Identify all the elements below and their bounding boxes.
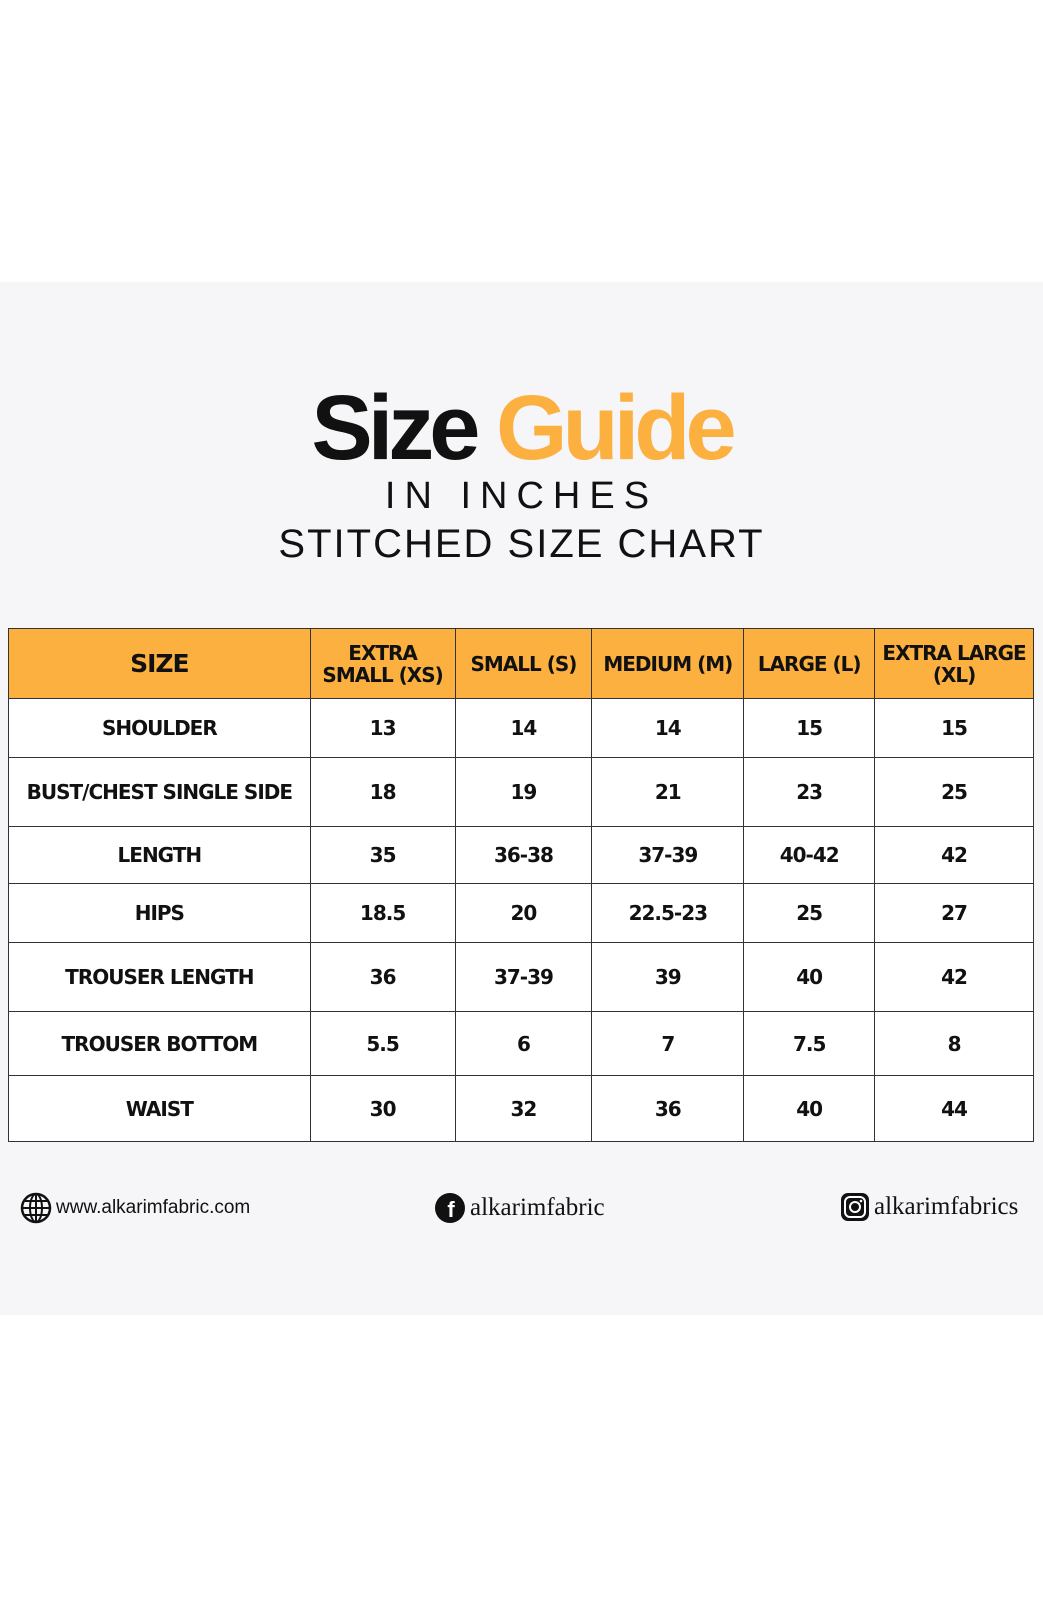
- page-title: Size Guide: [0, 378, 1043, 478]
- table-cell: 20: [454, 883, 593, 943]
- facebook-icon: f: [435, 1193, 465, 1223]
- table-cell: 18.5: [309, 883, 456, 943]
- table-cell: 25: [874, 757, 1034, 827]
- column-header: MEDIUM (M): [591, 628, 745, 699]
- table-cell: 35: [309, 826, 456, 884]
- footer: www.alkarimfabric.com f alkarimfabric al…: [0, 1192, 1043, 1232]
- table-cell: 7.5: [743, 1011, 876, 1076]
- row-label: TROUSER BOTTOM: [8, 1011, 311, 1076]
- column-header: EXTRA LARGE (XL): [874, 628, 1034, 699]
- table-cell: 15: [743, 698, 876, 758]
- table-cell: 8: [874, 1011, 1034, 1076]
- table-cell: 42: [874, 826, 1034, 884]
- table-row: HIPS 18.5 20 22.5-23 25 27: [8, 883, 1034, 943]
- table-cell: 40: [743, 942, 876, 1012]
- row-label: TROUSER LENGTH: [8, 942, 311, 1012]
- table-cell: 19: [454, 757, 593, 827]
- table-row: WAIST 30 32 36 40 44: [8, 1075, 1034, 1142]
- table-cell: 22.5-23: [591, 883, 745, 943]
- column-header: SMALL (S): [454, 628, 593, 699]
- table-cell: 5.5: [309, 1011, 456, 1076]
- table-cell: 6: [454, 1011, 593, 1076]
- size-table: SIZE EXTRA SMALL (XS) SMALL (S) MEDIUM (M) L…: [8, 628, 1034, 1142]
- table-cell: 27: [874, 883, 1034, 943]
- table-cell: 39: [591, 942, 745, 1012]
- table-row: BUST/CHEST SINGLE SIDE 18 19 21 23 25: [8, 757, 1034, 827]
- table-cell: 37-39: [591, 826, 745, 884]
- title-size: Size: [311, 377, 480, 479]
- table-row: SHOULDER 13 14 14 15 15: [8, 698, 1034, 758]
- instagram-icon: [841, 1193, 869, 1221]
- row-label: BUST/CHEST SINGLE SIDE: [8, 757, 311, 827]
- table-cell: 21: [591, 757, 745, 827]
- website-link[interactable]: www.alkarimfabric.com: [20, 1192, 250, 1224]
- column-header: EXTRA SMALL (XS): [309, 628, 456, 699]
- row-label: LENGTH: [8, 826, 311, 884]
- subtitle-units: IN INCHES: [384, 475, 659, 517]
- instagram-link[interactable]: alkarimfabrics: [840, 1192, 1018, 1222]
- title-guide: Guide: [495, 377, 737, 479]
- table-cell: 13: [309, 698, 456, 758]
- table-cell: 23: [743, 757, 876, 827]
- instagram-text: alkarimfabrics: [874, 1193, 1019, 1220]
- website-text: www.alkarimfabric.com: [56, 1197, 251, 1218]
- table-cell: 14: [454, 698, 593, 758]
- subtitle-chart: STITCHED SIZE CHART: [278, 522, 765, 566]
- column-header: LARGE (L): [743, 628, 876, 699]
- table-cell: 36: [591, 1075, 745, 1142]
- svg-text:f: f: [447, 1197, 455, 1222]
- header-row: SIZE EXTRA SMALL (XS) SMALL (S) MEDIUM (M) L…: [8, 628, 1034, 699]
- row-label: HIPS: [8, 883, 311, 943]
- table-cell: 14: [591, 698, 745, 758]
- row-label: WAIST: [8, 1075, 311, 1142]
- table-cell: 40-42: [743, 826, 876, 884]
- column-header: SIZE: [8, 628, 311, 699]
- table-cell: 7: [591, 1011, 745, 1076]
- table-cell: 30: [309, 1075, 456, 1142]
- table-cell: 37-39: [454, 942, 593, 1012]
- table-cell: 42: [874, 942, 1034, 1012]
- facebook-text: alkarimfabric: [470, 1194, 605, 1221]
- table-cell: 32: [454, 1075, 593, 1142]
- table-cell: 18: [309, 757, 456, 827]
- table-cell: 36: [309, 942, 456, 1012]
- table-cell: 36-38: [454, 826, 593, 884]
- table-row: TROUSER BOTTOM 5.5 6 7 7.5 8: [8, 1011, 1034, 1076]
- table-cell: 44: [874, 1075, 1034, 1142]
- row-label: SHOULDER: [8, 698, 311, 758]
- table-cell: 15: [874, 698, 1034, 758]
- table-row: LENGTH 35 36-38 37-39 40-42 42: [8, 826, 1034, 884]
- table-cell: 25: [743, 883, 876, 943]
- facebook-link[interactable]: f alkarimfabric: [434, 1192, 605, 1224]
- table-row: TROUSER LENGTH 36 37-39 39 40 42: [8, 942, 1034, 1012]
- globe-icon: [20, 1192, 52, 1224]
- table-cell: 40: [743, 1075, 876, 1142]
